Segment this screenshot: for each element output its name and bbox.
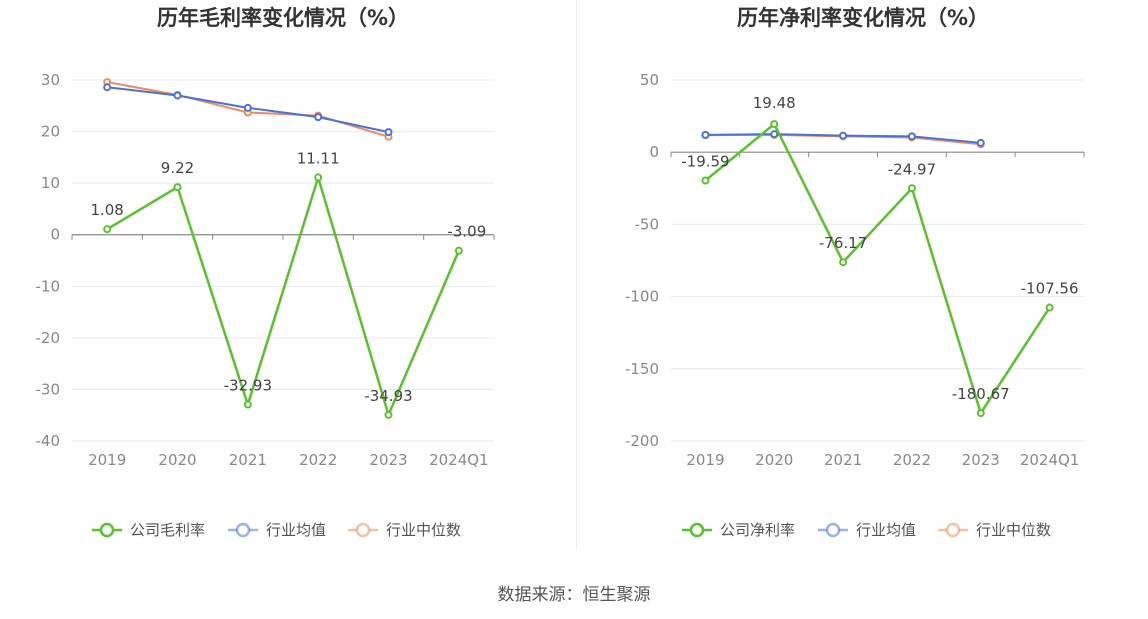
data-point-industry_avg	[839, 131, 848, 140]
x-tick-label: 2019	[88, 451, 126, 469]
net-margin-chart: 历年净利率变化情况（%） 50 0 -50 -100 -150 -200 2019 2020 20…	[625, 6, 1085, 539]
data-point-industry_avg	[103, 83, 112, 92]
data-point-company	[314, 173, 323, 182]
x-tick-label: 2022	[893, 451, 931, 469]
y-tick-label: 50	[640, 71, 659, 89]
x-tick-label: 2024Q1	[429, 451, 489, 469]
legend-marker-icon	[945, 522, 961, 538]
legend-label: 行业均值	[856, 521, 916, 539]
gross-margin-chart: 历年毛利率变化情况（%） 30 20 10 0 -10 -20 -30 -40 2019 2020 2…	[36, 6, 495, 539]
legend-industry-median: 行业中位数	[938, 521, 1051, 539]
y-tick-label: -20	[36, 329, 61, 347]
legend-marker-icon	[689, 522, 705, 538]
data-point-company	[243, 400, 252, 409]
data-label: -24.97	[888, 160, 936, 178]
x-tick-label: 2019	[686, 451, 724, 469]
data-point-company	[173, 183, 182, 192]
data-point-industry_avg	[907, 132, 916, 141]
chart-title: 历年净利率变化情况（%）	[737, 6, 989, 30]
data-point-industry_avg	[976, 138, 985, 147]
legend-label: 行业中位数	[976, 521, 1051, 539]
data-label: -32.93	[224, 377, 272, 395]
y-tick-label: -200	[625, 432, 659, 450]
data-point-company	[454, 246, 463, 255]
x-tick-label: 2023	[962, 451, 1000, 469]
y-tick-label: 20	[41, 123, 60, 141]
legend-industry-avg: 行业均值	[818, 521, 916, 539]
y-tick-label: 10	[41, 174, 60, 192]
x-tick-label: 2023	[369, 451, 407, 469]
series-line-company	[106, 173, 460, 419]
data-point-company	[907, 184, 916, 193]
y-tick-label: -10	[36, 277, 61, 295]
chart-title: 历年毛利率变化情况（%）	[157, 6, 409, 30]
x-tick-label: 2022	[299, 451, 337, 469]
legend-company: 公司净利率	[682, 521, 795, 539]
data-point-company	[103, 225, 112, 234]
y-tick-label: 30	[41, 71, 60, 89]
legend-industry-median: 行业中位数	[348, 521, 461, 539]
data-point-company	[770, 120, 779, 129]
legend-label: 公司净利率	[720, 521, 795, 539]
data-label: -107.56	[1021, 280, 1079, 298]
x-tick-label: 2024Q1	[1020, 451, 1080, 469]
y-tick-label: 0	[50, 226, 60, 244]
chart-divider	[576, 0, 577, 548]
data-label: -76.17	[819, 234, 867, 252]
series-line-company	[704, 122, 1051, 417]
y-tick-label: -100	[625, 288, 659, 306]
data-point-company	[384, 410, 393, 419]
data-point-industry_avg	[314, 113, 323, 122]
data-label: -180.67	[952, 385, 1010, 403]
legend-marker-icon	[235, 522, 251, 538]
legend-label: 公司毛利率	[130, 521, 205, 539]
legend-company: 公司毛利率	[92, 521, 205, 539]
y-tick-label: 0	[649, 143, 659, 161]
data-label: 1.08	[90, 201, 123, 219]
data-label: -3.09	[447, 223, 486, 241]
data-label: -19.59	[681, 152, 729, 170]
data-label: -34.93	[364, 387, 412, 405]
data-source: 数据来源：恒生聚源	[497, 585, 651, 605]
data-point-industry_avg	[770, 130, 779, 139]
x-tick-label: 2021	[229, 451, 267, 469]
y-tick-label: -150	[625, 360, 659, 378]
data-point-industry_avg	[384, 128, 393, 137]
data-label: 11.11	[297, 149, 340, 167]
data-point-company	[976, 409, 985, 418]
x-tick-label: 2020	[755, 451, 793, 469]
legend-marker-icon	[825, 522, 841, 538]
y-tick-label: -40	[36, 432, 61, 450]
data-point-industry_avg	[243, 103, 252, 112]
legend-label: 行业均值	[266, 521, 326, 539]
x-tick-label: 2020	[158, 451, 196, 469]
legend-marker-icon	[99, 522, 115, 538]
data-label: 9.22	[161, 159, 194, 177]
data-point-industry_avg	[701, 130, 710, 139]
legend-marker-icon	[355, 522, 371, 538]
data-label: 19.48	[753, 94, 796, 112]
legend-industry-avg: 行业均值	[228, 521, 326, 539]
x-tick-label: 2021	[824, 451, 862, 469]
y-tick-label: -30	[36, 380, 61, 398]
y-tick-label: -50	[635, 215, 660, 233]
data-point-company	[1045, 303, 1054, 312]
data-point-company	[701, 176, 710, 185]
data-point-industry_avg	[173, 91, 182, 100]
data-point-company	[839, 258, 848, 267]
legend-label: 行业中位数	[386, 521, 461, 539]
